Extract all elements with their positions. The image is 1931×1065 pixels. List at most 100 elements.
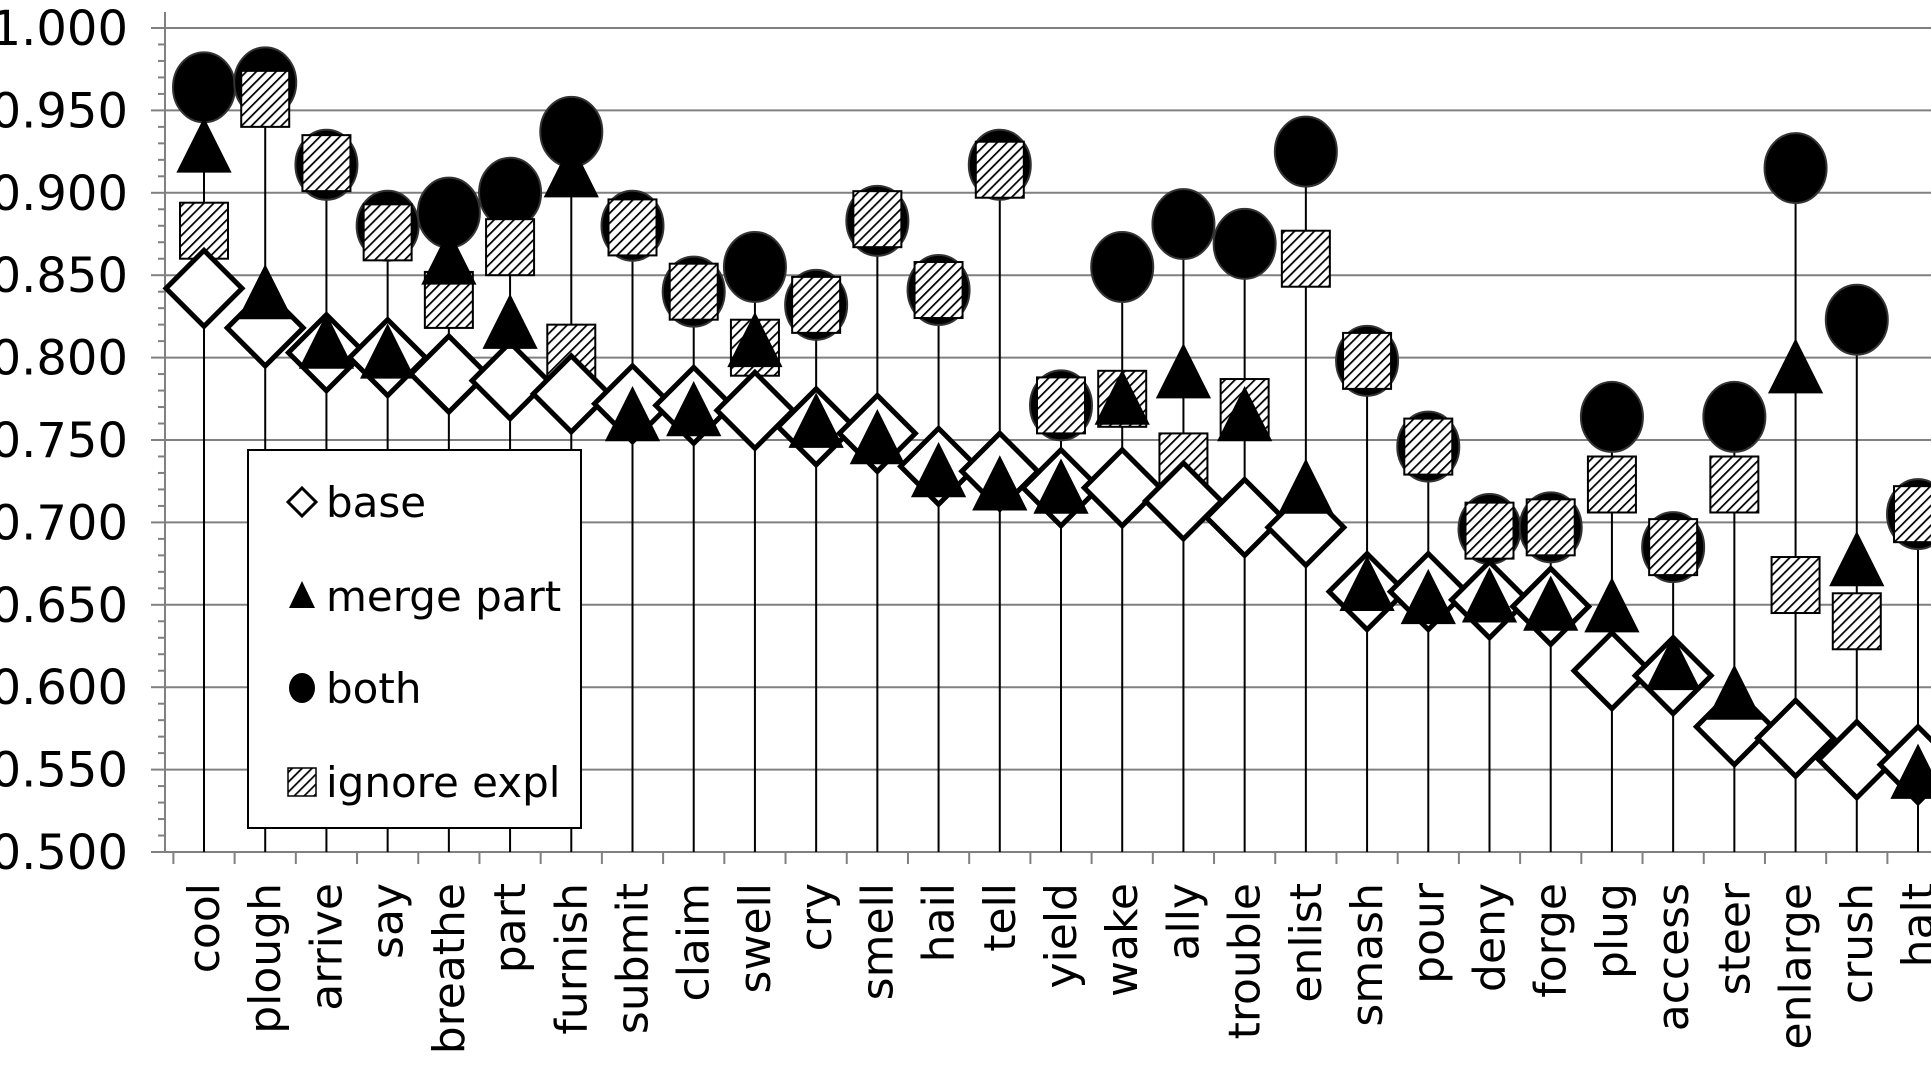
point-ignore-expl bbox=[1831, 592, 1882, 651]
point-both bbox=[1090, 230, 1155, 303]
point-base bbox=[1754, 696, 1838, 780]
x-tick-label: breathe bbox=[424, 883, 475, 1054]
x-tick-label: claim bbox=[669, 883, 720, 1001]
y-tick-label: 0.700 bbox=[0, 495, 128, 551]
point-merge-part bbox=[1094, 369, 1150, 425]
point-both bbox=[1702, 380, 1767, 453]
point-merge-part bbox=[1278, 458, 1334, 514]
legend: base merge part both ignore expl bbox=[247, 449, 582, 829]
x-tick-label: hail bbox=[914, 883, 965, 962]
point-merge-part bbox=[972, 455, 1028, 511]
point-both bbox=[1273, 115, 1338, 188]
point-base bbox=[468, 339, 552, 423]
point-merge-part bbox=[1217, 385, 1273, 442]
point-both bbox=[722, 230, 787, 303]
point-ignore-expl bbox=[1464, 501, 1515, 560]
point-ignore-expl bbox=[913, 261, 964, 320]
point-merge-part bbox=[360, 323, 416, 379]
point-ignore-expl bbox=[852, 190, 903, 249]
x-tick-label: smell bbox=[852, 883, 903, 1000]
point-both bbox=[1763, 132, 1828, 205]
point-merge-part bbox=[543, 142, 599, 198]
point-ignore-expl bbox=[974, 140, 1025, 199]
point-both bbox=[172, 51, 236, 124]
point-merge-part bbox=[482, 293, 538, 349]
legend-label: both bbox=[326, 664, 421, 713]
x-tick-label: say bbox=[363, 883, 414, 959]
x-tick-label: enlist bbox=[1281, 883, 1332, 1003]
point-ignore-expl bbox=[1403, 417, 1454, 476]
point-merge-part bbox=[1584, 577, 1640, 633]
y-tick-label: 0.800 bbox=[0, 331, 128, 387]
point-base bbox=[1203, 475, 1287, 559]
point-ignore-expl bbox=[362, 203, 413, 262]
x-tick-label: plough bbox=[240, 883, 291, 1034]
x-tick-label: arrive bbox=[301, 883, 352, 1011]
point-ignore-expl bbox=[1342, 331, 1393, 390]
y-tick-label: 0.850 bbox=[0, 248, 128, 304]
point-base bbox=[1570, 629, 1654, 713]
point-base bbox=[1815, 718, 1899, 802]
x-tick-label: halt bbox=[1893, 883, 1931, 967]
y-tick-labels: 0.500 0.550 0.600 0.650 0.700 0.750 0.800 0.850… bbox=[0, 1, 128, 881]
x-tick-label: submit bbox=[608, 883, 659, 1034]
y-tick-label: 1.000 bbox=[0, 1, 128, 57]
point-ignore-expl bbox=[1280, 229, 1331, 288]
legend-symbol-both bbox=[289, 673, 315, 703]
point-merge-part bbox=[1400, 568, 1456, 625]
x-tick-label: smash bbox=[1342, 883, 1393, 1027]
point-merge-part bbox=[1645, 634, 1701, 691]
point-merge-part bbox=[1829, 531, 1885, 587]
x-tick-label: deny bbox=[1465, 883, 1516, 992]
point-merge-part bbox=[727, 311, 783, 368]
x-tick-label: trouble bbox=[1220, 883, 1271, 1039]
point-both bbox=[1151, 188, 1216, 261]
point-merge-part bbox=[666, 381, 722, 437]
y-tick-label: 0.600 bbox=[0, 660, 128, 716]
point-ignore-expl bbox=[1525, 498, 1576, 557]
point-merge-part bbox=[910, 442, 967, 498]
point-merge-part bbox=[1767, 338, 1824, 394]
point-ignore-expl bbox=[240, 69, 291, 128]
x-tick-label: wake bbox=[1097, 883, 1148, 997]
x-tick-label: swell bbox=[730, 883, 781, 993]
point-base bbox=[407, 332, 491, 416]
x-tick-label: crush bbox=[1832, 883, 1883, 1004]
point-merge-part bbox=[1155, 343, 1212, 399]
axes bbox=[151, 12, 1931, 864]
x-tick-label: yield bbox=[1036, 883, 1087, 989]
y-tick-label: 0.950 bbox=[0, 83, 128, 139]
point-merge-part bbox=[1523, 575, 1579, 631]
point-ignore-expl bbox=[1036, 376, 1086, 435]
x-tick-label: ally bbox=[1158, 883, 1209, 960]
point-merge-part bbox=[176, 117, 232, 173]
x-tick-label: forge bbox=[1526, 883, 1577, 998]
point-merge-part bbox=[298, 313, 355, 369]
data-markers bbox=[162, 46, 1931, 807]
point-ignore-expl bbox=[1586, 455, 1637, 514]
point-merge-part bbox=[421, 229, 477, 285]
legend-symbol-merge-part bbox=[289, 581, 315, 608]
x-tick-label: cry bbox=[791, 883, 842, 951]
point-base bbox=[162, 246, 246, 330]
point-merge-part bbox=[237, 264, 293, 320]
point-both bbox=[1212, 207, 1277, 280]
point-merge-part bbox=[1339, 555, 1395, 611]
y-tick-label: 0.650 bbox=[0, 578, 128, 634]
point-merge-part bbox=[849, 409, 905, 465]
point-ignore-expl bbox=[668, 262, 719, 321]
y-tick-label: 0.900 bbox=[0, 166, 128, 222]
point-ignore-expl bbox=[791, 275, 842, 334]
x-tick-label: tell bbox=[975, 883, 1026, 952]
point-merge-part bbox=[1706, 664, 1762, 720]
point-base bbox=[713, 368, 797, 452]
legend-symbol-base bbox=[285, 485, 319, 519]
x-tick-label: furnish bbox=[546, 883, 597, 1035]
point-ignore-expl bbox=[1709, 455, 1760, 514]
legend-label: ignore expl bbox=[326, 758, 560, 807]
legend-label: base bbox=[326, 478, 426, 527]
x-tick-label: pour bbox=[1403, 882, 1454, 984]
y-tick-label: 0.750 bbox=[0, 413, 128, 469]
